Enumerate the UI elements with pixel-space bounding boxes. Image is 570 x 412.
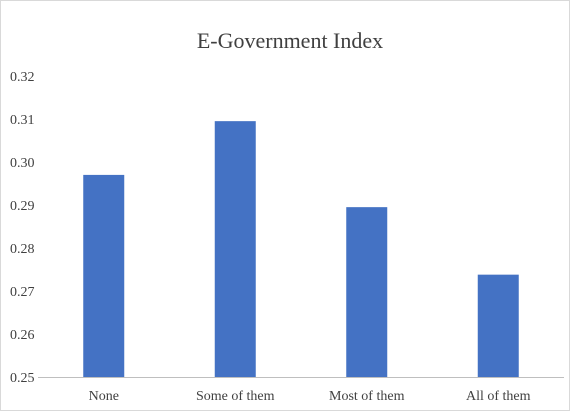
y-tick-label: 0.31 xyxy=(10,113,35,128)
y-tick-label: 0.29 xyxy=(10,199,35,214)
y-tick-label: 0.32 xyxy=(10,70,35,85)
bars xyxy=(83,121,519,378)
x-tick-label: Some of them xyxy=(196,389,275,404)
y-tick-label: 0.26 xyxy=(10,328,35,343)
chart-title: E-Government Index xyxy=(197,28,383,53)
bar xyxy=(214,121,256,378)
bar xyxy=(346,207,388,377)
bar xyxy=(477,274,519,377)
x-tick-label: None xyxy=(89,389,119,404)
bar xyxy=(83,174,125,377)
x-tick-label: Most of them xyxy=(329,389,405,404)
y-axis-ticks: 0.25 0.26 0.27 0.28 0.29 0.30 0.31 0.32 xyxy=(10,70,35,386)
y-tick-label: 0.30 xyxy=(10,156,35,171)
y-tick-label: 0.28 xyxy=(10,242,35,257)
x-axis-ticks: None Some of them Most of them All of them xyxy=(89,389,531,404)
y-tick-label: 0.27 xyxy=(10,285,35,300)
y-tick-label: 0.25 xyxy=(10,371,35,386)
x-tick-label: All of them xyxy=(466,389,531,404)
